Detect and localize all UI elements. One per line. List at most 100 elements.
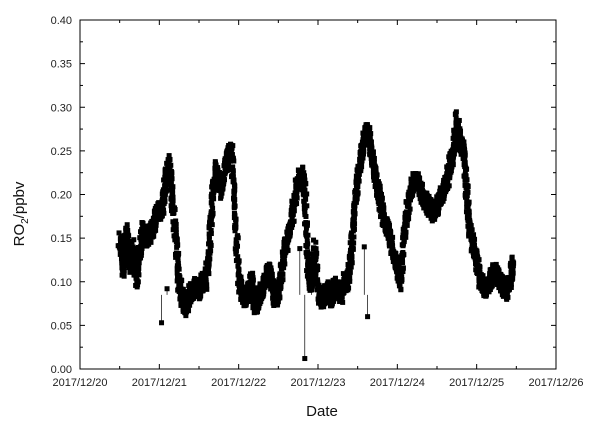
- data-point-outlier: [365, 314, 371, 320]
- data-point: [347, 278, 353, 284]
- data-point: [406, 209, 412, 215]
- data-point: [171, 210, 177, 216]
- data-point: [182, 301, 188, 307]
- data-point: [363, 142, 369, 148]
- plot-frame: [79, 19, 557, 370]
- data-point: [399, 277, 405, 283]
- data-point: [304, 244, 310, 250]
- data-point: [235, 263, 241, 269]
- data-point: [117, 240, 123, 246]
- data-point: [183, 313, 189, 319]
- data-point: [230, 168, 236, 174]
- data-point: [504, 290, 510, 296]
- data-point: [379, 197, 385, 203]
- data-point: [277, 282, 283, 288]
- data-point: [203, 280, 209, 286]
- data-point: [169, 190, 175, 196]
- data-point: [368, 146, 374, 152]
- data-point: [303, 196, 309, 202]
- data-point: [347, 268, 353, 274]
- data-point: [352, 207, 358, 213]
- data-point: [119, 272, 125, 278]
- data-point: [291, 208, 297, 214]
- data-point: [468, 223, 474, 229]
- data-point: [313, 257, 319, 263]
- data-point: [230, 164, 236, 170]
- data-point: [460, 152, 466, 158]
- data-point: [465, 184, 471, 190]
- data-point: [208, 231, 214, 237]
- data-point: [314, 266, 320, 272]
- data-point: [310, 246, 316, 252]
- data-point: [121, 249, 127, 255]
- data-point: [268, 265, 274, 271]
- data-point: [130, 244, 136, 250]
- data-point: [147, 238, 153, 244]
- data-point: [407, 206, 413, 212]
- data-point: [355, 175, 361, 181]
- data-point: [139, 220, 145, 226]
- data-point: [386, 222, 392, 228]
- data-point: [158, 216, 164, 222]
- data-point: [471, 232, 477, 238]
- data-point: [221, 174, 227, 180]
- data-point: [136, 260, 142, 266]
- data-point: [374, 172, 380, 178]
- data-point: [251, 310, 257, 316]
- data-point: [134, 265, 140, 271]
- data-point: [477, 281, 483, 287]
- data-point: [316, 282, 322, 288]
- data-point: [175, 242, 181, 248]
- data-point: [165, 166, 171, 172]
- data-point: [313, 246, 319, 252]
- data-point: [131, 237, 137, 243]
- data-point: [168, 169, 174, 175]
- data-points: [115, 109, 517, 362]
- data-point: [163, 186, 169, 192]
- data-point: [461, 143, 467, 149]
- chart-axes: 0.00 0.05 0.10 0.15 0.20 0.25 0.30 0.35 0.40 2017…: [51, 15, 584, 389]
- data-point: [268, 268, 274, 274]
- data-point: [236, 259, 242, 265]
- data-point: [212, 159, 218, 165]
- data-point: [399, 242, 405, 248]
- data-point: [426, 209, 432, 215]
- data-point: [455, 118, 461, 124]
- data-point: [138, 252, 144, 258]
- data-point-outlier: [164, 286, 170, 292]
- data-point: [234, 241, 240, 247]
- data-point: [175, 253, 181, 259]
- data-point: [269, 271, 275, 277]
- data-point: [505, 294, 511, 300]
- data-point: [378, 195, 384, 201]
- data-point: [133, 282, 139, 288]
- data-point: [178, 277, 184, 283]
- data-point: [159, 213, 165, 219]
- data-point: [449, 159, 455, 165]
- y-tick-label: 0.20: [51, 190, 72, 202]
- data-point: [250, 289, 256, 295]
- data-point: [172, 206, 178, 212]
- data-point: [124, 225, 130, 231]
- data-point: [170, 194, 176, 200]
- x-axis-title: Date: [306, 403, 338, 420]
- data-point: [419, 187, 425, 193]
- data-point: [229, 152, 235, 158]
- data-point: [191, 295, 197, 301]
- data-point: [488, 267, 494, 273]
- data-point: [335, 279, 341, 285]
- data-point: [347, 275, 353, 281]
- data-point: [276, 289, 282, 295]
- data-point: [261, 288, 267, 294]
- data-point: [250, 281, 256, 287]
- data-point: [373, 167, 379, 173]
- data-point: [369, 155, 375, 161]
- data-point: [373, 175, 379, 181]
- data-point: [390, 244, 396, 250]
- data-point: [208, 200, 214, 206]
- data-point: [284, 239, 290, 245]
- data-point: [455, 123, 461, 129]
- data-point: [462, 177, 468, 183]
- data-point: [211, 186, 217, 192]
- data-point: [389, 240, 395, 246]
